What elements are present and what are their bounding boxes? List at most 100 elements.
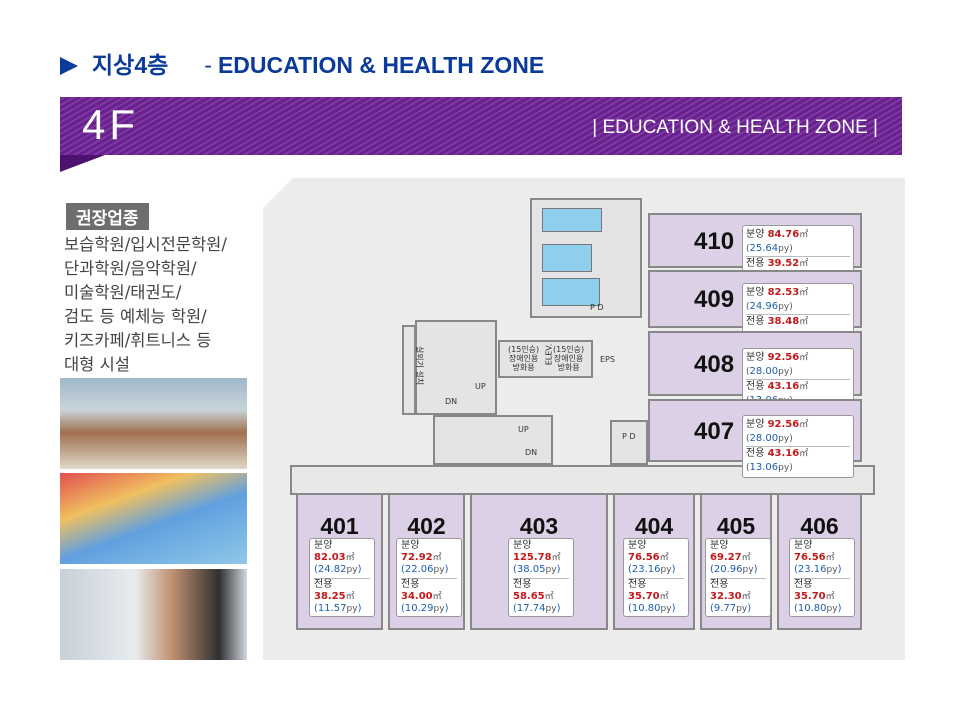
banner-zone: | EDUCATION & HEALTH ZONE | bbox=[592, 117, 878, 138]
no: 406 bbox=[800, 513, 839, 539]
excl-m: 58.65 bbox=[513, 591, 545, 602]
stair-1 bbox=[415, 320, 497, 415]
elevator-area bbox=[498, 340, 593, 378]
pd-label: P D bbox=[590, 303, 604, 312]
exclusive: 전용 bbox=[513, 579, 532, 590]
unit-405[interactable]: 405 분양 69.27㎡ (20.96py) 전용 32.30㎡ (9.77py) bbox=[700, 493, 772, 630]
exclusive: 전용 bbox=[794, 579, 813, 590]
eps-label: EPS bbox=[600, 355, 615, 364]
sale-m: 76.56 bbox=[628, 552, 660, 563]
excl-py: 11.57 bbox=[317, 603, 347, 614]
exclusive: 전용 bbox=[746, 380, 765, 392]
no: 408 bbox=[694, 350, 735, 378]
sale: 분양 bbox=[746, 287, 765, 298]
sale: 분양 bbox=[746, 228, 765, 240]
up-label: UP bbox=[518, 425, 529, 434]
excl-m: 32.30 bbox=[710, 591, 742, 602]
no: 409 bbox=[694, 286, 735, 313]
sale-py: 38.05 bbox=[516, 564, 546, 575]
triangle-bullet-icon bbox=[60, 57, 78, 75]
unit-area-box: 분양 69.27㎡ (20.96py) 전용 32.30㎡ (9.77py) bbox=[705, 538, 771, 617]
no: 407 bbox=[694, 417, 735, 445]
no: 401 bbox=[320, 513, 359, 539]
restroom bbox=[542, 208, 602, 232]
rec-line: 검도 등 예체능 학원/ bbox=[64, 307, 207, 326]
outdoor-unit-area bbox=[402, 325, 416, 415]
stair-2 bbox=[433, 415, 553, 465]
exclusive: 전용 bbox=[746, 316, 765, 327]
excl-py: 10.80 bbox=[797, 603, 827, 614]
sale-py: 24.82 bbox=[317, 564, 347, 575]
unit-number: 409 bbox=[694, 286, 734, 314]
sale-m: 125.78 bbox=[513, 552, 552, 563]
rec-line: 보습학원/입시전문학원/ bbox=[64, 235, 227, 254]
unit-403[interactable]: 403 분양 125.78㎡ (38.05py) 전용 58.65㎡ (17.74py) bbox=[470, 493, 608, 630]
sale-py: 23.16 bbox=[797, 564, 827, 575]
pd-label: P D bbox=[622, 432, 636, 441]
sale: 분양 bbox=[513, 540, 532, 551]
unit-number: 404 bbox=[615, 513, 693, 540]
recommended-list: 보습학원/입시전문학원/ 단과학원/음악학원/ 미술학원/태권도/ 검도 등 예… bbox=[64, 233, 254, 377]
excl-py: 13.06 bbox=[749, 461, 779, 473]
sale-m: 82.03 bbox=[314, 552, 346, 563]
recommended-badge: 권장업종 bbox=[66, 203, 149, 230]
excl-py: 17.74 bbox=[516, 603, 546, 614]
unit-number: 410 bbox=[694, 228, 734, 256]
exclusive: 전용 bbox=[710, 579, 729, 590]
sale-m: 76.56 bbox=[794, 552, 826, 563]
elev-label: ELEV. bbox=[544, 343, 554, 366]
exclusive: 전용 bbox=[628, 579, 647, 590]
excl-py: 10.29 bbox=[404, 603, 434, 614]
sale: 분양 bbox=[746, 351, 765, 363]
excl-m: 38.48 bbox=[767, 316, 800, 327]
excl-m: 38.25 bbox=[314, 591, 346, 602]
rec-line: 미술학원/태권도/ bbox=[64, 283, 182, 302]
sale-py: 28.00 bbox=[749, 432, 779, 444]
sale-py: 25.64 bbox=[749, 242, 779, 254]
unit-area-box: 분양 125.78㎡ (38.05py) 전용 58.65㎡ (17.74py) bbox=[508, 538, 574, 617]
elevator-2: (15인승) 장애인용 방화용 bbox=[553, 345, 585, 372]
no: 402 bbox=[407, 513, 446, 539]
no: 404 bbox=[634, 513, 674, 539]
floor-banner: 4F | EDUCATION & HEALTH ZONE | bbox=[60, 97, 902, 155]
sale-py: 23.16 bbox=[631, 564, 661, 575]
fitness-photo bbox=[60, 569, 247, 660]
excl-m: 34.00 bbox=[401, 591, 433, 602]
sale: 분양 bbox=[401, 540, 420, 551]
exclusive: 전용 bbox=[401, 579, 420, 590]
unit-407[interactable]: 407 분양 92.56㎡(28.00py) 전용 43.16㎡(13.06py) bbox=[648, 399, 862, 478]
no: 403 bbox=[519, 513, 559, 539]
sale-m: 69.27 bbox=[710, 552, 742, 563]
excl-m: 39.52 bbox=[767, 257, 800, 269]
kids-art-photo bbox=[60, 473, 247, 564]
unit-number: 405 bbox=[702, 513, 770, 540]
unit-area-box: 분양 82.03㎡ (24.82py) 전용 38.25㎡ (11.57py) bbox=[309, 538, 375, 617]
exclusive: 전용 bbox=[746, 447, 765, 459]
sale: 분양 bbox=[628, 540, 647, 551]
unit-401[interactable]: 401 분양 82.03㎡ (24.82py) 전용 38.25㎡ (11.57py) bbox=[296, 493, 383, 630]
banner-fold bbox=[60, 155, 105, 172]
unit-number: 408 bbox=[694, 351, 734, 379]
unit-406[interactable]: 406 분양 76.56㎡ (23.16py) 전용 35.70㎡ (10.80py) bbox=[777, 493, 862, 630]
unit-404[interactable]: 404 분양 76.56㎡ (23.16py) 전용 35.70㎡ (10.80py) bbox=[613, 493, 695, 630]
unit-402[interactable]: 402 분양 72.92㎡ (22.06py) 전용 34.00㎡ (10.29py) bbox=[388, 493, 465, 630]
floor-title: 지상4층 bbox=[92, 52, 169, 78]
excl-m: 43.16 bbox=[767, 447, 800, 459]
sale-m: 92.56 bbox=[767, 351, 800, 363]
outdoor-unit-label: 실외기 설치 bbox=[415, 345, 425, 386]
sale-py: 28.00 bbox=[749, 365, 779, 377]
unit-area-box: 분양 76.56㎡ (23.16py) 전용 35.70㎡ (10.80py) bbox=[789, 538, 855, 617]
no: 405 bbox=[716, 513, 756, 539]
unit-number: 407 bbox=[694, 418, 734, 446]
sale-m: 82.53 bbox=[767, 287, 800, 298]
sale-py: 24.96 bbox=[749, 301, 779, 312]
sale: 분양 bbox=[710, 540, 729, 551]
unit-area-box: 분양 72.92㎡ (22.06py) 전용 34.00㎡ (10.29py) bbox=[396, 538, 462, 617]
dn-label: DN bbox=[525, 448, 538, 457]
unit-area-box: 분양 92.56㎡(28.00py)전용 43.16㎡(13.06py) bbox=[742, 414, 854, 478]
sale: 분양 bbox=[314, 540, 333, 551]
dn-label: DN bbox=[445, 397, 458, 406]
